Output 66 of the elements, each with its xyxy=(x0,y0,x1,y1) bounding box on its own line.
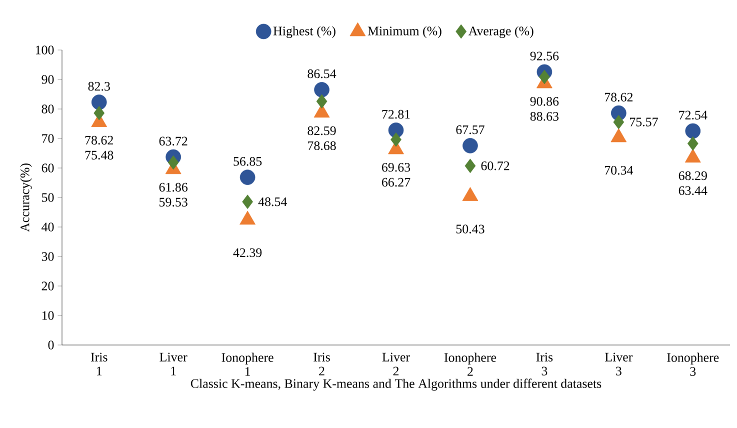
data-label: 78.68 xyxy=(308,141,336,150)
x-tick-label: Liver 3 xyxy=(605,352,633,376)
data-label: 82.59 xyxy=(308,126,336,136)
x-tick-label: Liver 2 xyxy=(382,352,410,376)
data-label: 90.86 xyxy=(530,97,559,106)
data-label: 78.62 xyxy=(604,92,633,102)
y-tick-label: 0 xyxy=(48,340,54,350)
data-label: 75.57 xyxy=(630,118,658,126)
data-label: 70.34 xyxy=(604,166,634,175)
data-label: 72.54 xyxy=(679,110,708,120)
y-tick-label: 100 xyxy=(36,46,54,54)
point xyxy=(687,136,698,151)
y-tick-label: 50 xyxy=(42,193,54,202)
point xyxy=(242,194,253,209)
data-label: 66.27 xyxy=(382,178,410,187)
data-label: 61.86 xyxy=(159,182,188,192)
x-tick-label: Ionophere 2 xyxy=(444,352,496,376)
point xyxy=(464,158,476,174)
data-label: 42.39 xyxy=(233,248,262,258)
point xyxy=(314,82,330,98)
data-label: 56.85 xyxy=(234,157,262,166)
data-label: 68.29 xyxy=(678,171,707,180)
y-tick-label: 40 xyxy=(42,222,54,232)
y-tick-label: 80 xyxy=(42,104,54,114)
y-axis-title: Accuracy(%) xyxy=(20,164,32,232)
data-label: 82.3 xyxy=(88,82,110,91)
point xyxy=(91,94,107,110)
point xyxy=(613,114,624,130)
point xyxy=(94,106,105,120)
point xyxy=(539,70,550,84)
data-label: 63.44 xyxy=(678,186,708,196)
x-tick-label: Iris 3 xyxy=(536,352,553,376)
data-label: 48.54 xyxy=(258,197,287,206)
point xyxy=(462,138,478,154)
x-tick-label: Iris 1 xyxy=(90,352,108,376)
data-label: 86.54 xyxy=(308,69,336,78)
point xyxy=(316,94,328,109)
point xyxy=(685,123,701,139)
y-tick-label: 90 xyxy=(42,75,54,84)
x-axis-title: Classic K-means, Binary K-means and The Algorithms under different datasets xyxy=(190,378,602,391)
y-tick-label: 70 xyxy=(42,134,54,143)
y-tick-label: 30 xyxy=(42,252,54,261)
data-label: 59.53 xyxy=(160,198,188,207)
data-label: 67.57 xyxy=(456,125,484,134)
data-label: 88.63 xyxy=(530,112,559,121)
data-label: 78.62 xyxy=(85,136,113,145)
legend-label: Average (%) xyxy=(468,26,534,38)
data-label: 69.63 xyxy=(382,162,410,172)
data-label: 60.72 xyxy=(481,161,510,170)
legend-label: Minimum (%) xyxy=(368,26,442,38)
data-label: 50.43 xyxy=(456,224,484,234)
x-tick-label: Liver 1 xyxy=(160,352,188,376)
data-label: 92.56 xyxy=(530,52,559,60)
x-tick-label: Ionophere 1 xyxy=(222,352,274,376)
data-label: 75.48 xyxy=(85,150,114,160)
point xyxy=(390,132,402,147)
point xyxy=(240,170,256,185)
x-tick-label: Ionophere 3 xyxy=(667,352,719,376)
data-label: 72.81 xyxy=(382,110,410,119)
y-tick-label: 20 xyxy=(42,282,54,290)
data-label: 63.72 xyxy=(159,136,188,146)
legend-label: Highest (%) xyxy=(273,26,336,38)
point xyxy=(168,155,179,170)
x-tick-label: Iris 2 xyxy=(314,352,330,376)
y-tick-label: 60 xyxy=(42,164,54,172)
y-tick-label: 10 xyxy=(42,311,54,320)
